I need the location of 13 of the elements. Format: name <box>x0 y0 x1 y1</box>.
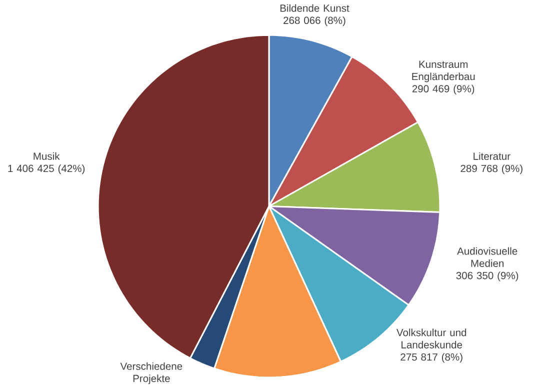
slice-label: Bildende Kunst <box>280 4 350 12</box>
data-label: 306 350 (9%) <box>456 271 518 282</box>
data-label: 268 066 (8%) <box>284 16 346 26</box>
slice-label: Volkskultur und Landeskunde <box>396 328 466 348</box>
slice-label: Audiovisuelle Medien <box>457 247 518 267</box>
data-label: 1 406 425 (42%) <box>8 164 85 174</box>
data-label: 289 768 (9%) <box>460 164 522 174</box>
slice-label: Kunstraum Engländerbau <box>412 60 475 82</box>
data-label: 275 817 (8%) <box>400 352 462 362</box>
slice-label: Musik <box>34 152 60 160</box>
data-label: 290 469 (9%) <box>412 84 474 94</box>
slice-label: Verschiedene Projekte <box>120 362 182 384</box>
slice-label: Literatur <box>474 152 510 160</box>
